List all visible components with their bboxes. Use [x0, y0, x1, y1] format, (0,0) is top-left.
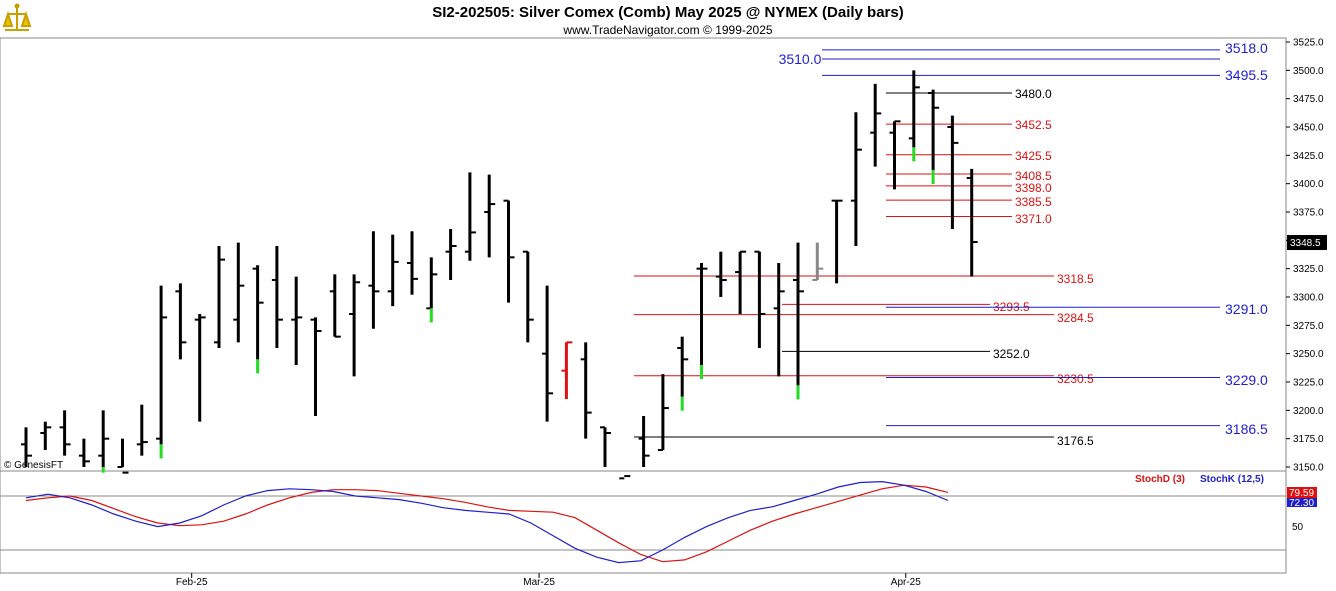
- level-label-3186.5: 3186.5: [1225, 421, 1268, 437]
- price-tick-label: 3275.0: [1293, 321, 1324, 332]
- stochk-last-badge: [1287, 498, 1317, 507]
- price-tick-label: 3500.0: [1293, 66, 1324, 77]
- level-label-3452.5: 3452.5: [1015, 118, 1052, 132]
- level-label-3518.0: 3518.0: [1225, 40, 1268, 56]
- level-label-3510.0: 3510.0: [779, 51, 822, 67]
- chart-subtitle: www.TradeNavigator.com © 1999-2025: [562, 23, 772, 37]
- stochd-last-badge: [1287, 487, 1317, 498]
- level-label-3398.0: 3398.0: [1015, 181, 1052, 195]
- price-tick-label: 3200.0: [1293, 406, 1324, 417]
- price-tick-label: 3425.0: [1293, 151, 1324, 162]
- level-label-3480.0: 3480.0: [1015, 87, 1052, 101]
- level-label-3425.5: 3425.5: [1015, 149, 1052, 163]
- level-label-3291.0: 3291.0: [1225, 301, 1268, 317]
- time-axis: Feb-25 Mar-25 Apr-25: [176, 573, 921, 588]
- level-label-3385.5: 3385.5: [1015, 195, 1052, 209]
- indicator-panel-frame: [0, 470, 1287, 574]
- level-label-3230.5: 3230.5: [1057, 372, 1094, 386]
- price-tick-label: 3300.0: [1293, 293, 1324, 304]
- price-tick-label: 3475.0: [1293, 94, 1324, 105]
- level-label-3229.0: 3229.0: [1225, 372, 1268, 388]
- price-tick-label: 3525.0: [1293, 38, 1324, 49]
- price-levels: 3518.0 3510.0 3495.5 3480.0 3452.5 3425.5 3408…: [634, 40, 1268, 448]
- level-label-3495.5: 3495.5: [1225, 67, 1268, 83]
- time-tick-label: Feb-25: [176, 577, 208, 588]
- indicator-series-red: [25, 484, 949, 563]
- watermark: © GenesisFT: [4, 460, 63, 471]
- price-tick-label: 3450.0: [1293, 123, 1324, 134]
- price-tick-label: 3250.0: [1293, 349, 1324, 360]
- indicator-series-blue: [25, 480, 949, 564]
- time-tick-label: Mar-25: [523, 577, 555, 588]
- level-label-3176.5: 3176.5: [1057, 434, 1094, 448]
- price-tick-label: 3150.0: [1293, 463, 1324, 474]
- price-tick-label: 3225.0: [1293, 378, 1324, 389]
- price-tick-label: 3325.0: [1293, 264, 1324, 275]
- trade-navigator-logo-icon: [2, 3, 32, 31]
- level-label-3408.5: 3408.5: [1015, 169, 1052, 183]
- last-price-label: 3348.5: [1290, 238, 1321, 249]
- ohlc-bars: [21, 70, 978, 480]
- level-label-3284.5: 3284.5: [1057, 311, 1094, 325]
- stochd-legend: StochD (3): [1135, 474, 1185, 485]
- level-label-3371.0: 3371.0: [1015, 212, 1052, 226]
- stochk-last-value: 72.30: [1289, 498, 1314, 509]
- stochd-last-value: 79.59: [1289, 488, 1314, 499]
- level-label-3318.5: 3318.5: [1057, 272, 1094, 286]
- price-tick-label: 3375.0: [1293, 208, 1324, 219]
- price-panel-frame: [0, 37, 1287, 472]
- price-axis: 3525.0 3500.0 3475.0 3450.0 3425.0 3400.0 3375…: [1286, 38, 1324, 474]
- chart-title: SI2-202505: Silver Comex (Comb) May 2025…: [432, 4, 903, 21]
- time-tick-label: Apr-25: [891, 577, 921, 588]
- last-price-badge: [1287, 235, 1327, 251]
- level-label-3252.0: 3252.0: [993, 347, 1030, 361]
- stochk-legend: StochK (12,5): [1200, 474, 1264, 485]
- stochastic-indicator: [0, 480, 1286, 564]
- indicator-tick-label: 50: [1292, 522, 1304, 533]
- price-tick-label: 3175.0: [1293, 434, 1324, 445]
- price-tick-label: 3400.0: [1293, 179, 1324, 190]
